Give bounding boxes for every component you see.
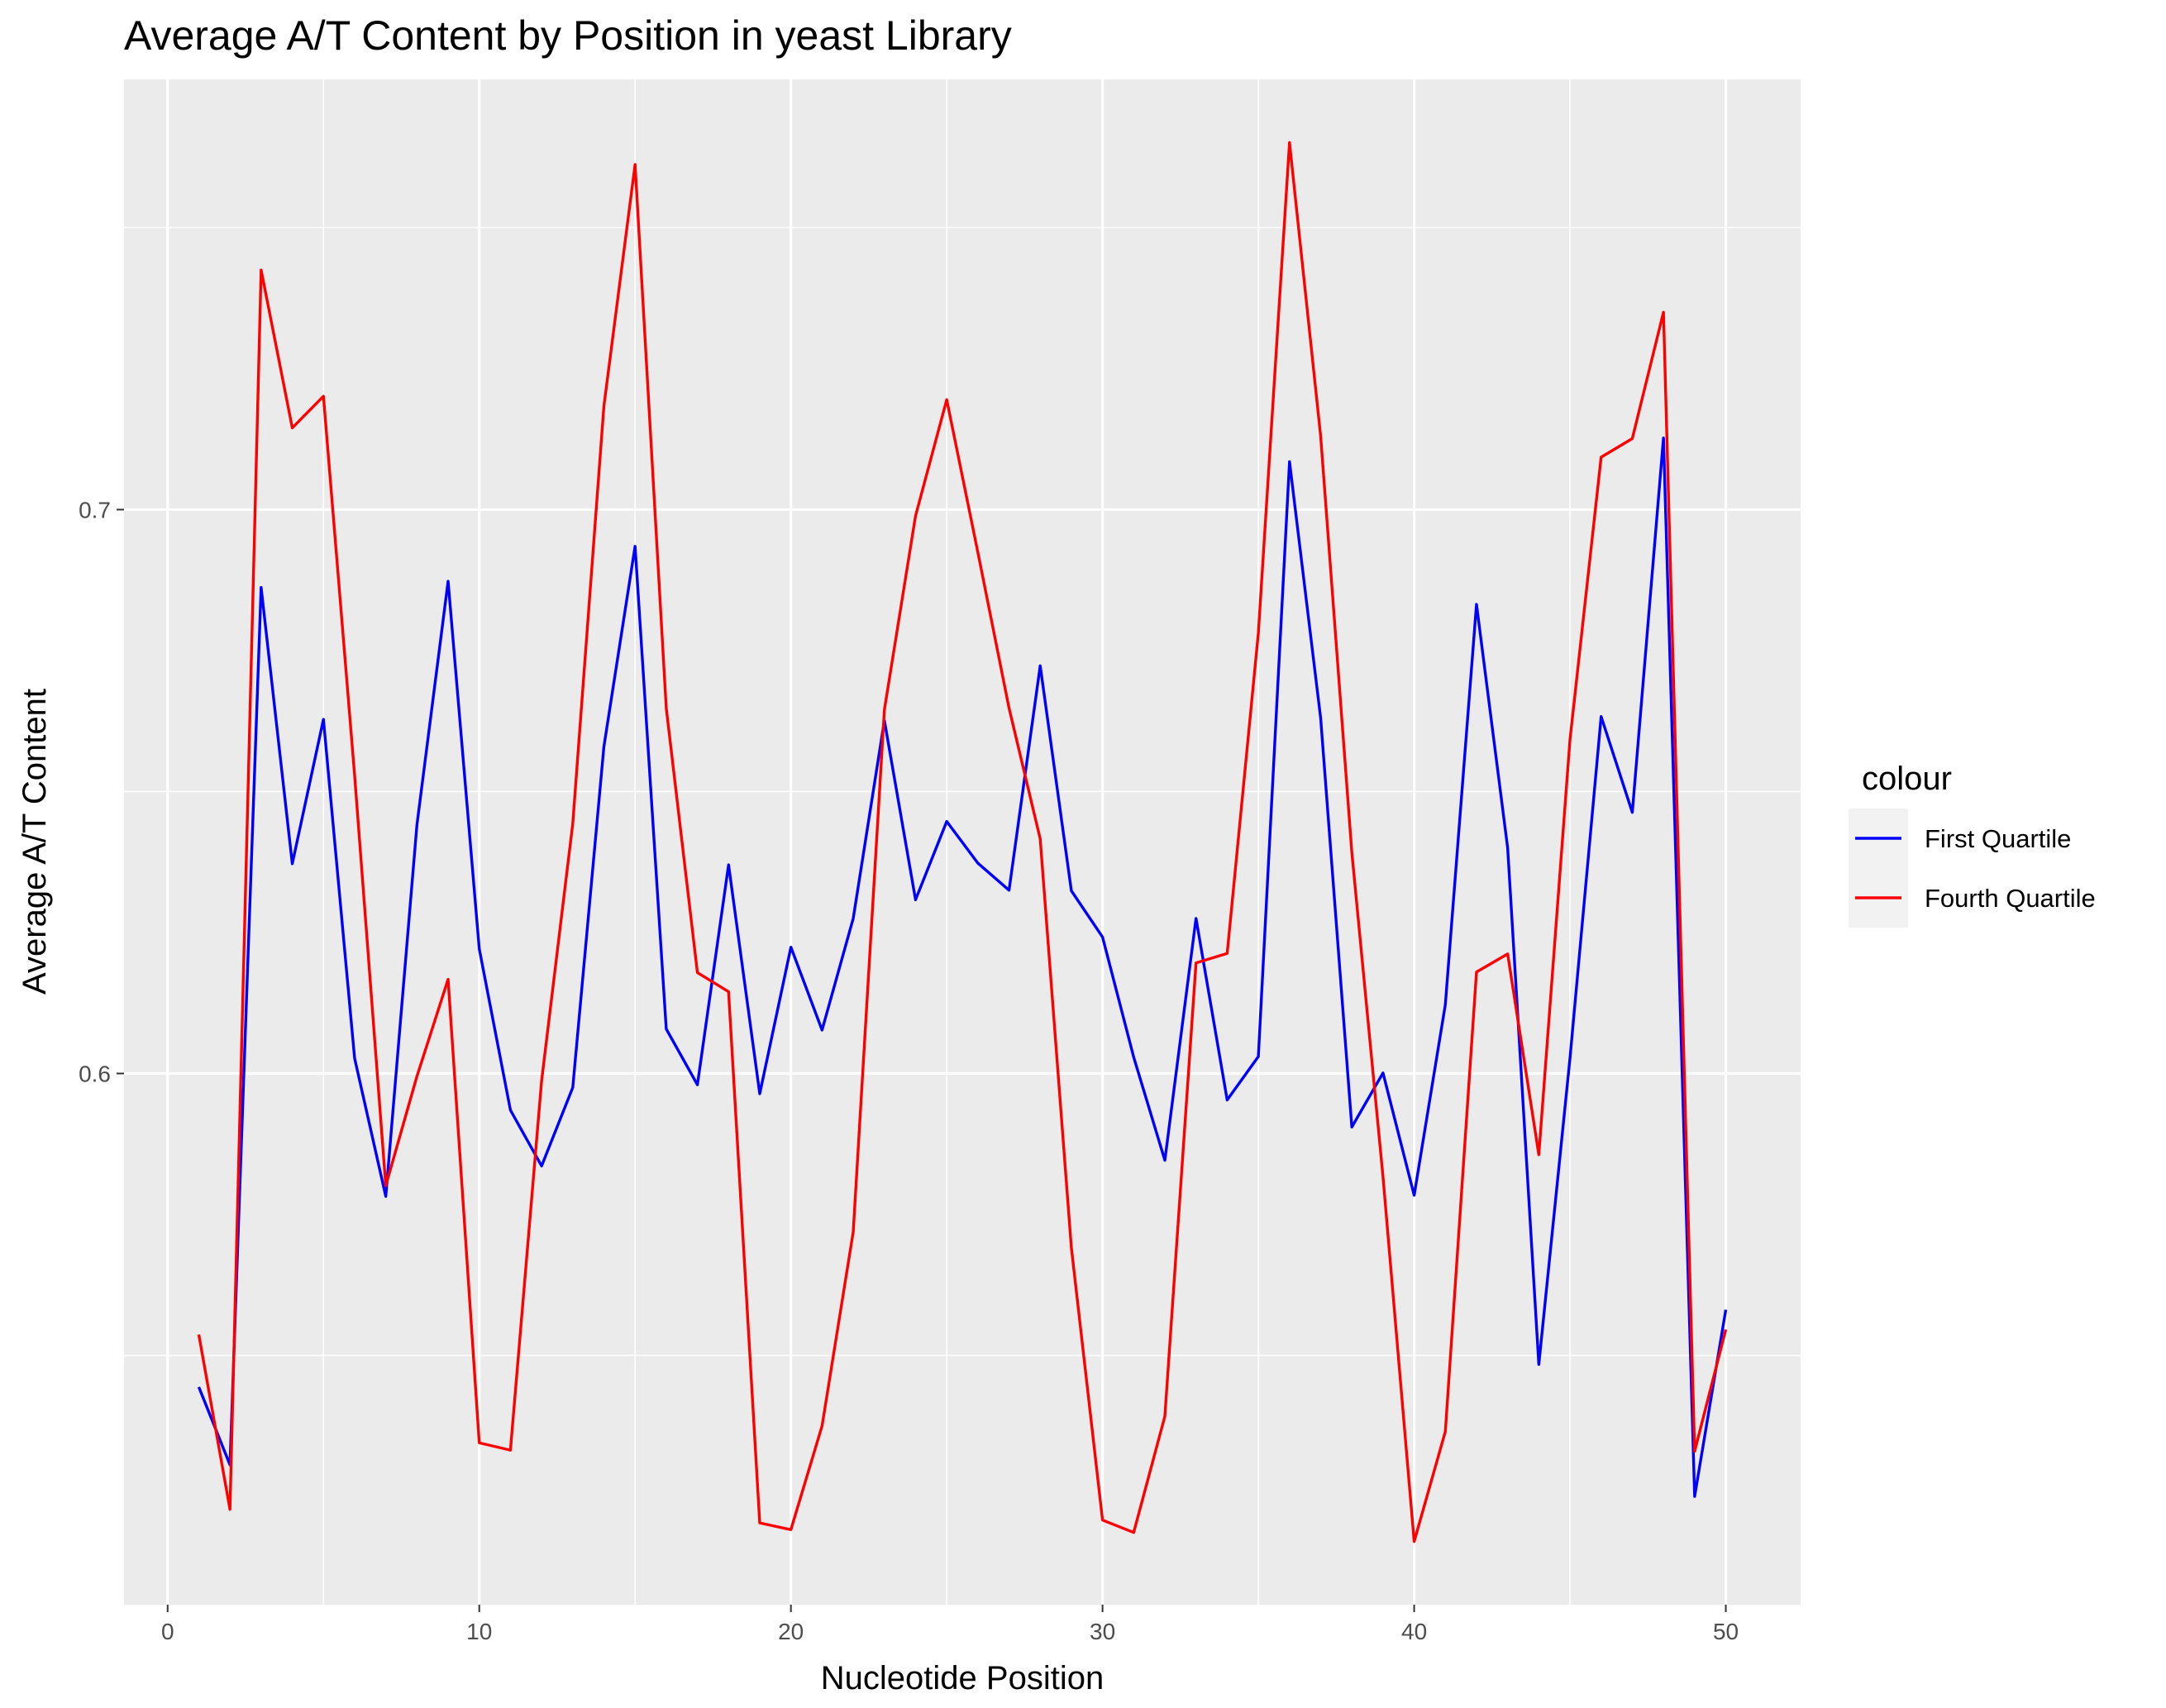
legend-label: Fourth Quartile — [1925, 884, 2096, 913]
legend-title: colour — [1862, 761, 1952, 797]
series-line-2 — [197, 141, 1728, 1543]
y-axis-title: Average A/T Content — [17, 689, 53, 995]
y-tick-label: 0.6 — [79, 1061, 111, 1086]
series-lines — [197, 141, 1728, 1543]
x-tick-label: 10 — [466, 1619, 492, 1644]
x-axis-title: Nucleotide Position — [821, 1660, 1104, 1696]
chart-title: Average A/T Content by Position in yeast… — [124, 12, 1012, 59]
y-tick-label: 0.7 — [79, 497, 111, 522]
x-tick-label: 50 — [1713, 1619, 1739, 1644]
y-axis: 0.6 0.7 — [79, 497, 124, 1086]
x-tick-label: 20 — [778, 1619, 804, 1644]
legend-items: First Quartile Fourth Quartile — [1849, 809, 2096, 928]
x-tick-label: 30 — [1090, 1619, 1115, 1644]
gridlines — [124, 79, 1801, 1605]
legend: colour First Quartile Fourth Quartile — [1849, 761, 2096, 928]
series-line-1 — [197, 437, 1728, 1498]
x-axis: 0 10 20 30 40 50 — [161, 1605, 1739, 1644]
x-tick-label: 40 — [1401, 1619, 1427, 1644]
legend-label: First Quartile — [1925, 824, 2071, 853]
x-tick-label: 0 — [161, 1619, 174, 1644]
